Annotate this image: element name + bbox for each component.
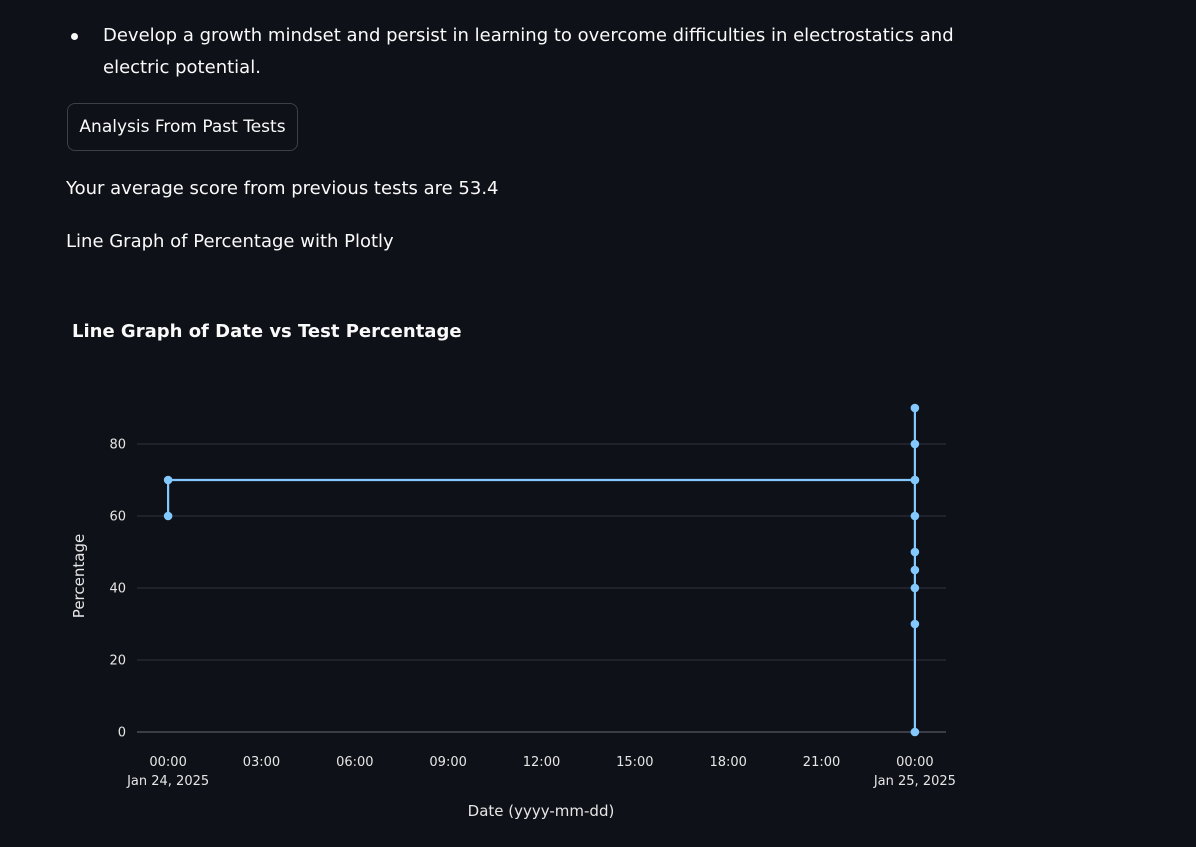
recommendation-text: Develop a growth mindset and persist in … bbox=[103, 25, 954, 78]
x-tick-label: 06:00 bbox=[336, 755, 373, 770]
x-tick-label: Jan 24, 2025 bbox=[126, 774, 209, 789]
x-tick-label: Jan 25, 2025 bbox=[873, 774, 956, 789]
y-tick-label: 80 bbox=[109, 438, 126, 453]
data-point[interactable] bbox=[910, 565, 920, 575]
x-tick-label: 00:00 bbox=[149, 755, 186, 770]
chart-title: Line Graph of Date vs Test Percentage bbox=[72, 321, 462, 342]
y-tick-label: 0 bbox=[118, 726, 126, 741]
data-point[interactable] bbox=[910, 511, 920, 521]
data-point[interactable] bbox=[910, 583, 920, 593]
average-score-text: Your average score from previous tests a… bbox=[66, 178, 499, 199]
data-point[interactable] bbox=[163, 511, 173, 521]
x-tick-label: 15:00 bbox=[616, 755, 653, 770]
x-tick-label: 21:00 bbox=[803, 755, 840, 770]
y-axis-title: Percentage bbox=[70, 534, 88, 618]
list-item: Develop a growth mindset and persist in … bbox=[66, 20, 966, 84]
graph-caption: Line Graph of Percentage with Plotly bbox=[66, 231, 394, 252]
data-points bbox=[163, 403, 920, 737]
data-point[interactable] bbox=[910, 727, 920, 737]
data-point[interactable] bbox=[910, 619, 920, 629]
series-line bbox=[167, 406, 916, 732]
data-point[interactable] bbox=[163, 475, 173, 485]
y-tick-label: 40 bbox=[109, 582, 126, 597]
x-tick-labels: 00:00 Jan 24, 2025 03:00 06:00 09:00 12:00 15:… bbox=[126, 755, 956, 789]
data-point[interactable] bbox=[910, 403, 920, 413]
y-tick-label: 20 bbox=[109, 654, 126, 669]
data-point[interactable] bbox=[910, 439, 920, 449]
y-tick-label: 60 bbox=[109, 510, 126, 525]
x-tick-label: 09:00 bbox=[429, 755, 466, 770]
x-tick-label: 12:00 bbox=[523, 755, 560, 770]
recommendation-list: Develop a growth mindset and persist in … bbox=[66, 20, 966, 84]
grid-lines bbox=[137, 443, 946, 733]
data-point[interactable] bbox=[910, 475, 920, 485]
analysis-from-past-tests-button[interactable]: Analysis From Past Tests bbox=[67, 103, 298, 151]
x-axis-title: Date (yyyy-mm-dd) bbox=[468, 802, 615, 820]
x-tick-label: 18:00 bbox=[709, 755, 746, 770]
x-tick-label: 00:00 bbox=[896, 755, 933, 770]
bullet-icon bbox=[71, 33, 78, 40]
series-line bbox=[167, 406, 916, 732]
x-tick-label: 03:00 bbox=[243, 755, 280, 770]
y-tick-labels: 0 20 40 60 80 bbox=[109, 438, 126, 741]
data-point[interactable] bbox=[910, 547, 920, 557]
